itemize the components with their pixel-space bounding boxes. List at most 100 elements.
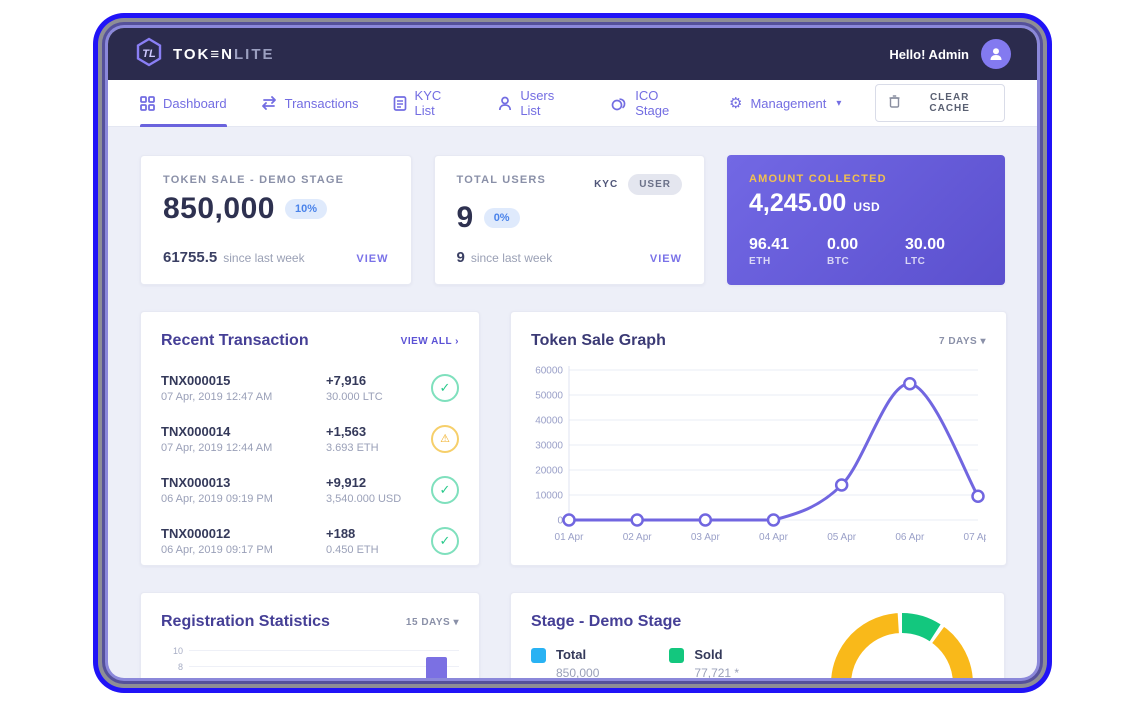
tab-management[interactable]: ⚙ Management ▾: [729, 80, 841, 127]
svg-text:04 Apr: 04 Apr: [759, 532, 789, 543]
y-axis-ticks: 10 8: [172, 646, 183, 672]
legend-swatch-total: [531, 648, 546, 663]
toggle-kyc[interactable]: KYC: [594, 179, 619, 190]
card-token-sale: TOKEN SALE - DEMO STAGE 850,000 10% 6175…: [140, 155, 412, 285]
bar: [426, 657, 447, 678]
brand[interactable]: TL TOK≡NLITE: [134, 37, 274, 72]
card-title: TOTAL USERS: [456, 174, 547, 186]
svg-text:20000: 20000: [535, 466, 563, 477]
main-content: TOKEN SALE - DEMO STAGE 850,000 10% 6175…: [108, 127, 1037, 678]
user-avatar[interactable]: [981, 39, 1011, 69]
recent-transactions-panel: Recent Transaction VIEW ALL › TNX000015 0…: [140, 311, 480, 566]
amount-value: 4,245.00: [749, 189, 847, 217]
total-users-value: 9: [456, 201, 474, 234]
tab-dashboard[interactable]: Dashboard: [140, 80, 227, 127]
breakdown-eth: 96.41 ETH: [749, 236, 790, 267]
brand-text: TOK≡NLITE: [173, 45, 275, 63]
svg-text:60000: 60000: [535, 366, 563, 377]
svg-text:50000: 50000: [535, 391, 563, 402]
svg-text:06 Apr: 06 Apr: [895, 532, 925, 543]
tokenlite-logo-icon: TL: [134, 37, 164, 72]
svg-text:TL: TL: [142, 48, 156, 60]
legend-sold: Sold 77,721 *: [669, 647, 739, 678]
tab-label: Transactions: [284, 95, 359, 111]
toggle-user[interactable]: USER: [628, 174, 682, 195]
stage-panel: Stage - Demo Stage Total 850,000: [510, 592, 1005, 678]
status-success-icon: ✓: [431, 475, 459, 504]
tab-label: ICO Stage: [635, 88, 670, 118]
view-all-link[interactable]: VIEW ALL ›: [400, 335, 459, 347]
tab-label: Dashboard: [163, 95, 227, 111]
donut-chart: [831, 613, 973, 678]
tab-label: Management: [750, 95, 827, 111]
transaction-row[interactable]: TNX000012 06 Apr, 2019 09:17 PM +188 0.450…: [161, 515, 459, 566]
svg-text:01 Apr: 01 Apr: [555, 532, 585, 543]
delta-caption: since last week: [470, 251, 553, 265]
person-icon: [990, 48, 1002, 60]
svg-text:0: 0: [557, 516, 563, 527]
token-sale-value: 850,000: [163, 192, 275, 225]
tab-label: Users List: [520, 88, 555, 118]
tab-label: KYC List: [414, 88, 442, 118]
user-icon: [498, 96, 512, 111]
tab-ico-stage[interactable]: ICO Stage: [611, 80, 695, 127]
card-amount-collected: AMOUNT COLLECTED 4,245.00 USD 96.41 ETH …: [727, 155, 1005, 285]
gridline: [189, 650, 459, 651]
token-sale-badge: 10%: [284, 199, 327, 219]
line-chart: 60000 50000 40000 30000 20000 10000 0 01 Apr 02 …: [531, 360, 993, 557]
coins-icon: [611, 96, 627, 111]
delta-value: 61755.5: [163, 249, 218, 266]
legend-swatch-sold: [669, 648, 685, 663]
donut-legend: Total 850,000 Sold 77,721 *: [531, 647, 984, 678]
delta-caption: since last week: [223, 251, 305, 265]
tab-kyc-list[interactable]: KYC List: [393, 80, 465, 127]
panel-title: Stage - Demo Stage: [531, 613, 682, 630]
svg-text:05 Apr: 05 Apr: [827, 532, 857, 543]
gear-icon: ⚙: [728, 95, 743, 112]
dashboard-window: TL TOK≡NLITE Hello! Admin: [108, 28, 1037, 678]
card-total-users: TOTAL USERS KYC USER 9 0% 9 since last w…: [433, 155, 705, 285]
panel-title: Registration Statistics: [161, 613, 330, 630]
swap-icon: [261, 96, 277, 110]
tab-transactions[interactable]: Transactions: [261, 80, 359, 127]
view-link[interactable]: VIEW: [356, 253, 389, 265]
range-dropdown[interactable]: 15 DAYS ▾: [405, 616, 459, 628]
breakdown-btc: 0.00 BTC: [827, 236, 859, 267]
top-navbar: TL TOK≡NLITE Hello! Admin: [108, 28, 1037, 80]
svg-text:10000: 10000: [535, 491, 563, 502]
trash-icon: [889, 95, 900, 111]
range-dropdown[interactable]: 7 DAYS ▾: [938, 335, 986, 347]
panel-title: Recent Transaction: [161, 332, 309, 349]
delta-value: 9: [456, 249, 465, 266]
svg-text:40000: 40000: [535, 416, 563, 427]
amount-currency: USD: [853, 200, 881, 214]
panel-title: Token Sale Graph: [531, 332, 666, 349]
tab-users-list[interactable]: Users List: [498, 80, 577, 127]
token-sale-graph-panel: Token Sale Graph 7 DAYS ▾ 60000 50000 4000…: [510, 311, 1007, 566]
view-link[interactable]: VIEW: [649, 253, 682, 265]
transaction-row[interactable]: TNX000013 06 Apr, 2019 09:19 PM +9,912 3,5…: [161, 464, 459, 515]
breakdown-ltc: 30.00 LTC: [905, 236, 946, 267]
transaction-row[interactable]: TNX000014 07 Apr, 2019 12:44 AM +1,563 3.6…: [161, 413, 459, 464]
registration-stats-panel: Registration Statistics 15 DAYS ▾ 10 8: [140, 592, 480, 678]
nav-tabs: Dashboard Transactions KYC List Users Li…: [108, 80, 1037, 127]
svg-text:07 Apr: 07 Apr: [964, 532, 986, 543]
list-icon: [393, 95, 407, 111]
transaction-list: TNX000015 07 Apr, 2019 12:47 AM +7,916 30.…: [161, 362, 459, 566]
status-success-icon: ✓: [431, 373, 459, 402]
greeting-text: Hello! Admin: [889, 46, 969, 62]
transaction-row[interactable]: TNX000015 07 Apr, 2019 12:47 AM +7,916 30.…: [161, 362, 459, 413]
svg-text:03 Apr: 03 Apr: [691, 532, 721, 543]
chevron-down-icon: ▾: [836, 97, 842, 109]
clear-cache-label: CLEAR CACHE: [929, 92, 970, 114]
kyc-user-toggle: KYC USER: [594, 174, 682, 195]
status-warning-icon: ⚠: [431, 424, 459, 453]
gridline: [189, 666, 459, 667]
card-title: AMOUNT COLLECTED: [749, 173, 887, 185]
svg-text:02 Apr: 02 Apr: [623, 532, 653, 543]
status-success-icon: ✓: [431, 526, 459, 555]
svg-text:30000: 30000: [535, 441, 563, 452]
total-users-badge: 0%: [483, 208, 520, 228]
clear-cache-button[interactable]: CLEAR CACHE: [875, 84, 1005, 122]
